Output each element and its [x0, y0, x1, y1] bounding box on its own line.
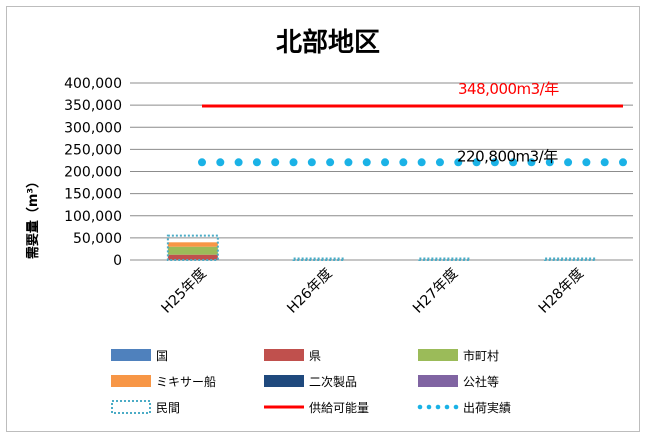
- x-tick-label: H26年度: [284, 266, 335, 317]
- legend-swatch: [264, 375, 304, 387]
- dot-出荷実績: [472, 158, 481, 167]
- dot-出荷実績: [582, 158, 591, 167]
- dot-出荷実績: [271, 158, 280, 167]
- dot-出荷実績: [454, 158, 463, 167]
- dot-出荷実績: [326, 158, 335, 167]
- dot-出荷実績: [381, 158, 390, 167]
- label-供給可能量: 348,000m3/年: [458, 80, 559, 98]
- legend-swatch: [453, 404, 459, 410]
- x-tick-labels: H25年度 H26年度 H27年度 H28年度: [159, 266, 587, 317]
- chart-svg: 北部地区 0 50,000 100,000 150,000 200,000 250,000…: [25, 28, 633, 415]
- legend-label: 市町村: [463, 348, 499, 363]
- dot-出荷実績: [362, 158, 371, 167]
- legend-label: 県: [309, 349, 321, 363]
- dot-出荷実績: [417, 158, 426, 167]
- x-tick-label: H27年度: [410, 266, 461, 317]
- dot-出荷実績: [234, 158, 243, 167]
- dot-出荷実績: [198, 158, 206, 167]
- dot-出荷実績: [289, 158, 298, 167]
- dot-出荷実績: [564, 158, 573, 167]
- legend-swatch: [417, 404, 423, 410]
- y-tick-label: 300,000: [64, 120, 122, 136]
- y-tick-label: 0: [113, 253, 122, 269]
- legend-label: ミキサー船: [156, 375, 216, 389]
- legend-label: 出荷実績: [463, 400, 511, 415]
- legend-swatch: [444, 404, 450, 410]
- bar-県: [167, 254, 218, 260]
- x-tick-label: H25年度: [159, 266, 210, 317]
- legend-swatch: [435, 404, 441, 410]
- dot-出荷実績: [435, 158, 444, 167]
- dot-出荷実績: [527, 158, 536, 167]
- reference-lines: 348,000m3/年 220,800m3/年: [198, 80, 627, 167]
- bar-民間: [166, 234, 219, 262]
- bar-市町村: [167, 246, 218, 255]
- legend-label: 供給可能量: [309, 401, 369, 415]
- x-tick-label: H28年度: [536, 266, 587, 317]
- dot-出荷実績: [545, 158, 554, 167]
- chart-title: 北部地区: [276, 28, 380, 58]
- dot-出荷実績: [252, 158, 261, 167]
- y-tick-labels: 0 50,000 100,000 150,000 200,000 250,000 300,0…: [64, 76, 122, 269]
- legend-label: 公社等: [463, 374, 499, 389]
- legend-swatch: [426, 404, 432, 410]
- legend-label: 国: [156, 349, 168, 363]
- y-tick-label: 200,000: [64, 165, 122, 181]
- y-tick-label: 50,000: [73, 231, 122, 247]
- y-tick-label: 150,000: [64, 187, 122, 203]
- dot-出荷実績: [399, 158, 408, 167]
- dot-出荷実績: [307, 158, 316, 167]
- legend-swatch: [264, 349, 304, 361]
- legend-swatch: [418, 375, 458, 387]
- y-tick-label: 250,000: [64, 142, 122, 158]
- dot-出荷実績: [600, 158, 609, 167]
- legend-label: 二次製品: [309, 375, 357, 389]
- y-tick-label: 350,000: [64, 98, 122, 114]
- dot-出荷実績: [619, 158, 627, 167]
- label-出荷実績: 220,800m3/年: [457, 147, 558, 165]
- bar-民間: [292, 257, 345, 261]
- y-tick-label: 100,000: [64, 209, 122, 225]
- bar-layer: [166, 234, 597, 262]
- dot-出荷実績: [344, 158, 353, 167]
- legend-label: 民間: [156, 401, 180, 415]
- legend-swatch: [111, 375, 151, 387]
- dot-出荷実績: [509, 158, 518, 167]
- grid-layer: [130, 82, 633, 261]
- legend-swatch: [111, 349, 151, 361]
- bar-民間: [418, 257, 471, 261]
- bar-ミキサー船: [167, 242, 218, 247]
- chart-frame: 北部地区 0 50,000 100,000 150,000 200,000 250,000…: [6, 6, 640, 432]
- dot-出荷実績: [216, 158, 225, 167]
- y-tick-label: 400,000: [64, 76, 122, 92]
- dot-出荷実績: [490, 158, 499, 167]
- legend-swatch: [418, 349, 458, 361]
- y-axis-label: 需要量（m³）: [25, 175, 41, 259]
- legend-swatch: [111, 400, 151, 414]
- bar-民間: [544, 257, 597, 261]
